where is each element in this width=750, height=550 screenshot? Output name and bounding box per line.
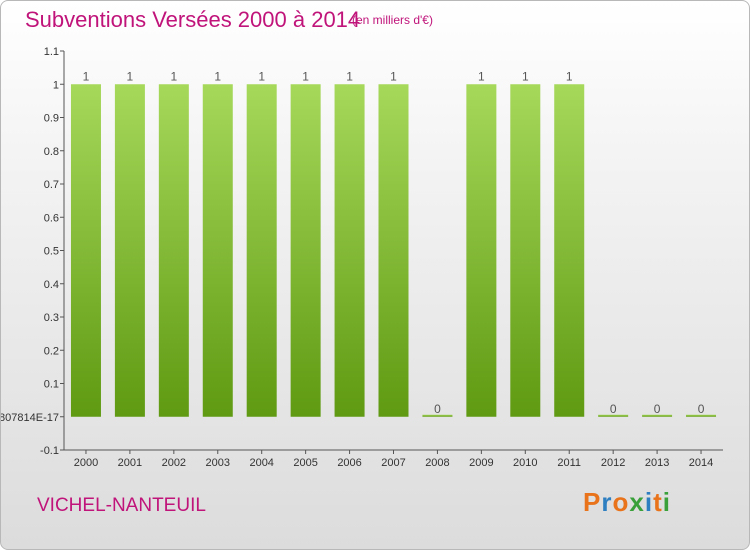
y-tick-label: 0.6	[44, 212, 59, 224]
plot-area: 1.1 1 0.9 0.8 0.7 0.6 0.5 0.4 0.3 0.2 0.1 -1.387778…	[1, 46, 723, 469]
y-tick-label: 1	[53, 79, 59, 91]
y-tick-label: 1.1	[44, 46, 59, 58]
x-tick-label: 2011	[557, 457, 581, 469]
x-tick-label: 2003	[206, 457, 230, 469]
x-tick-label: 2013	[645, 457, 669, 469]
x-tick-label: 2001	[118, 457, 142, 469]
bar-value-label: 0	[610, 402, 617, 416]
y-tick-label: 0.8	[44, 146, 59, 158]
bar-value-label: 0	[698, 402, 705, 416]
bar-value-label: 1	[83, 69, 90, 83]
chart-subtitle: (en milliers d'€)	[352, 13, 433, 27]
bar	[334, 84, 365, 417]
bar	[290, 84, 321, 417]
x-tick-label: 2014	[689, 457, 713, 469]
x-tick-label: 2012	[601, 457, 625, 469]
x-tick-label: 2008	[425, 457, 449, 469]
x-tick-label: 2007	[381, 457, 405, 469]
y-tick-label: 0.1	[44, 379, 59, 391]
chart-title: Subventions Versées 2000 à 2014	[25, 7, 361, 32]
bar-value-label: 1	[302, 69, 309, 83]
bar-value-label: 1	[566, 69, 573, 83]
bar	[158, 84, 189, 417]
bar-value-label: 1	[127, 69, 134, 83]
bar-value-label: 0	[434, 402, 441, 416]
bar	[642, 414, 673, 417]
y-tick-label: 0.3	[44, 312, 59, 324]
x-tick-label: 2005	[293, 457, 317, 469]
bar	[466, 84, 497, 417]
bar-value-label: 1	[214, 69, 221, 83]
bar	[246, 84, 277, 417]
bar	[554, 84, 585, 417]
y-tick-label: -1.3877787807814E-17	[1, 412, 59, 424]
bar	[686, 414, 717, 417]
bar-value-label: 1	[478, 69, 485, 83]
y-tick-label: 0.5	[44, 246, 59, 258]
bar-value-label: 1	[258, 69, 265, 83]
y-tick-label: 0.2	[44, 345, 59, 357]
x-tick-label: 2000	[74, 457, 98, 469]
bar	[510, 84, 541, 417]
y-tick-label: 0.4	[44, 279, 59, 291]
x-tick-label: 2004	[249, 457, 273, 469]
bar-value-label: 1	[346, 69, 353, 83]
city-name: VICHEL-NANTEUIL	[37, 495, 206, 516]
bar	[70, 84, 101, 417]
bar-value-label: 0	[654, 402, 661, 416]
proxiti-logo: Proxiti	[583, 487, 671, 517]
x-tick-label: 2002	[162, 457, 186, 469]
y-tick-label: 0.7	[44, 179, 59, 191]
x-tick-label: 2010	[513, 457, 537, 469]
bar	[422, 414, 453, 417]
x-tick-label: 2009	[469, 457, 493, 469]
bar	[378, 84, 409, 417]
y-tick-label: -0.1	[40, 445, 59, 457]
bar	[598, 414, 629, 417]
bar	[202, 84, 233, 417]
bar-value-label: 1	[390, 69, 397, 83]
y-tick-label: 0.9	[44, 113, 59, 125]
bar-value-label: 1	[522, 69, 529, 83]
x-tick-label: 2006	[337, 457, 361, 469]
bar	[114, 84, 145, 417]
bar-value-label: 1	[170, 69, 177, 83]
